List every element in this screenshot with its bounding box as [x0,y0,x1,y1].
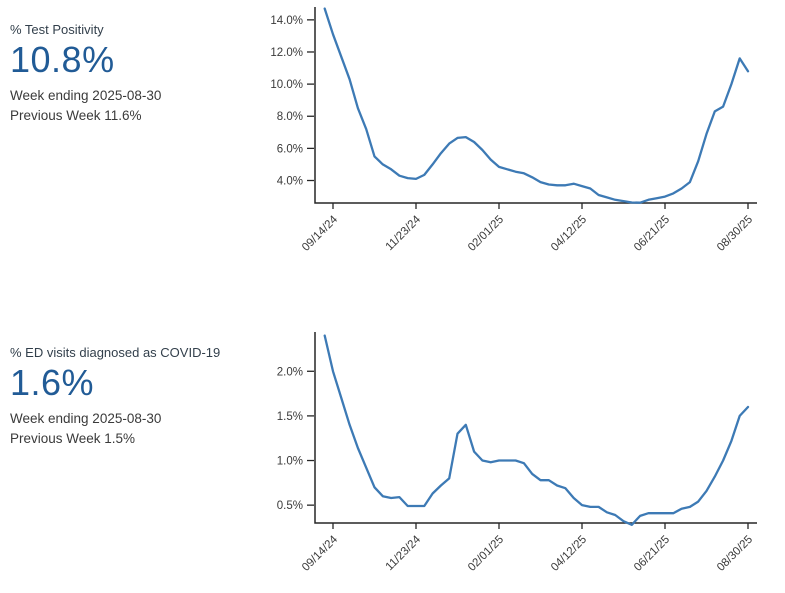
x-tick-label: 06/21/25 [632,214,672,254]
y-tick-label: 2.0% [277,366,303,378]
ed-visits-label: % ED visits diagnosed as COVID-19 [10,345,221,360]
y-tick-label: 0.5% [277,500,303,512]
axis-lines [314,7,757,204]
x-tick-label: 02/01/25 [466,214,506,254]
test-positivity-value: 10.8% [10,39,115,80]
x-tick-label: 11/23/24 [384,533,424,573]
x-tick-label: 02/01/25 [466,534,506,574]
test-positivity-week-ending: Week ending 2025-08-30 [10,88,162,103]
y-tick-label: 14.0% [270,15,303,27]
x-tick-label: 08/30/25 [715,214,755,254]
y-tick-label: 4.0% [277,176,303,188]
x-tick-label: 11/23/24 [384,213,424,253]
y-tick-label: 12.0% [270,47,303,59]
test-positivity-previous-week: Previous Week 11.6% [10,108,142,123]
ed-visits-value: 1.6% [10,362,95,403]
x-tick-label: 09/14/24 [300,213,341,254]
x-tick-label: 06/21/25 [632,534,672,574]
y-tick-label: 6.0% [277,143,303,155]
y-tick-label: 10.0% [270,79,303,91]
ed-visits-chart: 0.5% 1.0% 1.5% 2.0% 09/14/24 11/23/24 02/01/25… [277,332,757,574]
y-tick-label: 1.5% [277,411,303,423]
axis-lines [314,332,757,524]
x-tick-label: 09/14/24 [300,533,341,574]
data-line [323,334,750,526]
x-tick-label: 08/30/25 [715,534,755,574]
x-tick-label: 04/12/25 [549,534,589,574]
y-tick-label: 8.0% [277,111,303,123]
ed-visits-week-ending: Week ending 2025-08-30 [10,411,162,426]
y-tick-label: 1.0% [277,456,303,468]
ed-visits-meta: Week ending 2025-08-30 Previous Week 1.5… [10,409,250,449]
data-line [323,7,750,204]
ed-visits-stat-block: % ED visits diagnosed as COVID-19 1.6% W… [10,344,250,449]
test-positivity-label: % Test Positivity [10,22,104,37]
x-tick-label: 04/12/25 [549,214,589,254]
test-positivity-meta: Week ending 2025-08-30 Previous Week 11.… [10,86,250,126]
ed-visits-previous-week: Previous Week 1.5% [10,431,136,446]
test-positivity-chart: 4.0% 6.0% 8.0% 10.0% 12.0% 14.0% 09/14/24 11/23… [270,7,757,254]
test-positivity-stat-block: % Test Positivity 10.8% Week ending 2025… [10,21,250,126]
